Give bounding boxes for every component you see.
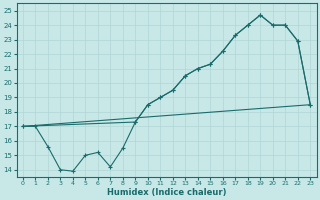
X-axis label: Humidex (Indice chaleur): Humidex (Indice chaleur) [107, 188, 226, 197]
